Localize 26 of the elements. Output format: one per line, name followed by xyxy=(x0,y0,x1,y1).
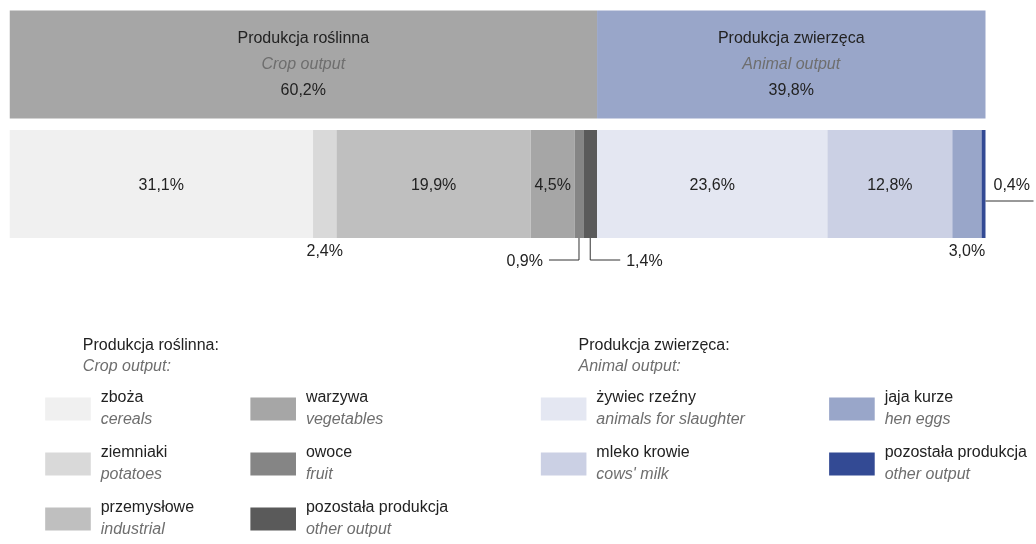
legend-label: ziemniaki potatoes xyxy=(99,443,168,482)
data-label: 60,2% xyxy=(280,81,326,98)
legend-label: pozostała produkcja other output xyxy=(884,443,1028,482)
data-label: 0,4% xyxy=(993,175,1030,193)
legend-label: przemysłowe industrial xyxy=(100,498,195,537)
legend-label: warzywa vegetables xyxy=(304,388,384,427)
data-label: 2,4% xyxy=(306,241,343,259)
legend-label: zboża cereals xyxy=(100,388,153,427)
legend-label: jaja kurze hen eggs xyxy=(883,388,954,427)
data-label: 1,4% xyxy=(626,251,663,269)
data-label: 12,8% xyxy=(867,175,913,193)
data-label: 3,0% xyxy=(948,241,986,259)
data-label: 23,6% xyxy=(689,175,735,193)
data-label: 0,9% xyxy=(506,251,543,269)
text: Produkcja zwierzęca: Animal output: xyxy=(577,336,730,374)
data-label: 4,5% xyxy=(534,175,571,193)
data-label: 39,8% xyxy=(768,81,814,98)
legend-label: pozostała produkcja other output xyxy=(305,498,449,537)
legend-label: żywiec rzeźny animals for slaughter xyxy=(596,388,746,427)
series-label: Produkcja roślinna Crop output xyxy=(237,29,370,72)
data-label: 19,9% xyxy=(410,175,457,193)
series-label: Produkcja zwierzęca Animal output xyxy=(717,29,865,72)
data-label: 31,1% xyxy=(138,175,184,193)
text: Produkcja roślinna: Crop output: xyxy=(82,336,219,374)
legend-label: owoce fruit xyxy=(305,443,353,482)
legend-label: mleko krowie cows' milk xyxy=(596,443,690,482)
